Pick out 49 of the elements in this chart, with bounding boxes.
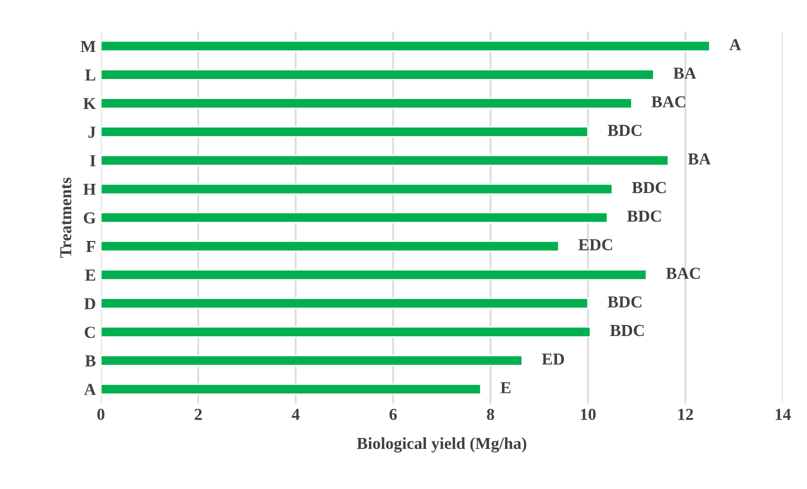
y-tick-label: I: [90, 155, 96, 166]
bar: [100, 98, 632, 109]
bar: [100, 354, 523, 366]
x-tick-label: 0: [97, 408, 104, 420]
data-label: BA: [688, 153, 711, 164]
bar: [100, 40, 710, 52]
y-tick-label: G: [84, 212, 96, 224]
y-tick-label: J: [88, 126, 96, 138]
data-label: BAC: [652, 96, 686, 108]
data-label: BAC: [666, 268, 700, 279]
x-tick-label: 2: [194, 408, 202, 420]
y-tick-label: F: [86, 241, 96, 252]
y-tick-label: L: [85, 70, 96, 80]
data-label: BDC: [610, 324, 644, 336]
bar: [100, 298, 589, 310]
bar: [100, 212, 608, 224]
x-tick-label: 10: [580, 408, 596, 420]
data-label: BDC: [627, 210, 661, 222]
y-axis-title: Treatments: [60, 178, 72, 258]
data-label: BA: [673, 68, 696, 79]
y-tick-label: K: [83, 98, 96, 110]
y-tick-label: M: [80, 40, 96, 52]
bar: [100, 269, 648, 280]
x-tick-label: 6: [390, 408, 397, 420]
bar: [100, 383, 482, 395]
x-tick-label: 12: [678, 408, 693, 420]
data-label: ED: [542, 354, 564, 365]
x-tick-label: 14: [776, 408, 791, 420]
y-tick-label: D: [84, 298, 96, 310]
bar: [100, 326, 592, 338]
data-label: BDC: [608, 296, 642, 308]
y-tick-label: C: [84, 326, 95, 338]
data-label: A: [729, 39, 742, 50]
y-tick-label: E: [85, 270, 96, 281]
bar: [100, 68, 654, 80]
data-label: BDC: [608, 124, 642, 136]
x-axis-title: Biological yield (Mg/ha): [356, 437, 526, 453]
y-tick-label: B: [85, 355, 96, 366]
data-label: E: [500, 382, 511, 394]
bar: [100, 154, 670, 166]
x-tick-label: 4: [292, 408, 300, 420]
y-tick-label: H: [83, 184, 96, 195]
x-tick-label: 8: [486, 408, 494, 420]
bar: [100, 126, 589, 138]
data-label: EDC: [578, 239, 612, 250]
data-label: BDC: [632, 182, 666, 194]
bar: [100, 183, 614, 195]
y-tick-label: A: [84, 384, 96, 395]
bar: [100, 240, 560, 252]
